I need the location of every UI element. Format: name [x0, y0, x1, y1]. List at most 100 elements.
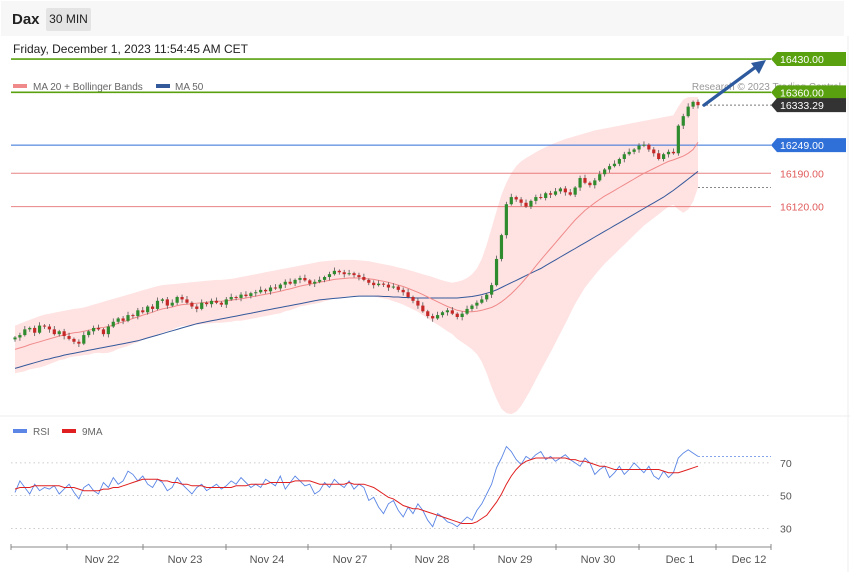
level-label-text: 16120.00	[780, 202, 824, 214]
candle	[391, 283, 395, 289]
candle	[239, 292, 243, 302]
rsi-tick-label: 50	[780, 491, 792, 503]
candle	[637, 143, 641, 153]
candle-body	[662, 154, 666, 159]
candle	[396, 285, 400, 293]
candle-layer	[13, 99, 700, 347]
candle-body	[42, 325, 47, 327]
candle-body	[431, 316, 435, 319]
candle-body	[146, 306, 150, 313]
candle-body	[391, 286, 395, 288]
candle	[509, 193, 513, 206]
candle-body	[308, 280, 312, 284]
candle-body	[77, 341, 81, 344]
candle-body	[155, 300, 160, 309]
candle	[298, 275, 302, 284]
candle	[534, 194, 538, 205]
toolbar: Dax 30 MIN	[1, 1, 844, 36]
candle	[603, 168, 607, 177]
candle	[475, 300, 479, 309]
candle-body	[381, 283, 386, 285]
candle-body	[386, 284, 391, 288]
candle	[490, 282, 494, 298]
candle	[529, 199, 533, 209]
candle-body	[470, 305, 474, 309]
ma50-line	[14, 171, 699, 369]
research-credit: Research © 2023 Trading Central	[692, 82, 841, 93]
candle-body	[583, 178, 587, 183]
candle-body	[563, 188, 567, 193]
candle	[72, 337, 76, 345]
x-axis-label: Nov 28	[415, 554, 450, 566]
candle-body	[539, 197, 543, 199]
candle-body	[421, 305, 425, 312]
candle	[170, 299, 174, 308]
candle-body	[593, 180, 597, 186]
candle	[691, 100, 695, 110]
level-label-text: 16333.29	[780, 100, 824, 112]
candle-body	[293, 279, 297, 284]
symbol-label: Dax	[12, 11, 40, 28]
candle	[352, 271, 356, 278]
candle-body	[607, 166, 612, 170]
candle-body	[180, 297, 184, 300]
candle	[322, 275, 327, 283]
candle-body	[165, 299, 169, 306]
candle	[548, 190, 553, 199]
candle-body	[37, 325, 42, 333]
candle	[666, 149, 671, 158]
candle	[372, 280, 376, 289]
candle-body	[57, 331, 61, 335]
candle-body	[617, 158, 621, 164]
candle-body	[509, 197, 513, 205]
candle	[573, 186, 577, 198]
candle-body	[573, 187, 577, 195]
bollinger-band-layer	[15, 97, 698, 415]
candle	[450, 307, 454, 316]
candle-body	[101, 329, 106, 335]
candle-body	[229, 297, 233, 300]
candle-body	[185, 299, 189, 303]
candle-body	[33, 327, 37, 333]
candle-body	[553, 191, 558, 195]
candle	[219, 301, 223, 308]
candle-body	[106, 326, 110, 335]
candle-body	[632, 149, 636, 152]
candle-body	[190, 302, 194, 307]
candle	[82, 331, 86, 346]
candle-body	[219, 302, 223, 305]
candle	[499, 233, 504, 262]
timeframe-button[interactable]: 30 MIN	[46, 8, 91, 31]
candle-body	[92, 327, 96, 332]
candle	[67, 332, 71, 341]
candle-body	[96, 327, 101, 330]
candle	[126, 311, 130, 323]
candle	[465, 305, 469, 316]
x-axis-label: Dec 1	[666, 554, 695, 566]
candle-body	[150, 306, 155, 309]
candle	[293, 278, 297, 287]
candle-body	[283, 281, 287, 285]
candle-body	[347, 273, 351, 275]
candle	[583, 174, 587, 185]
candle	[160, 297, 165, 304]
candle	[652, 147, 656, 157]
candle	[234, 295, 238, 301]
candle	[357, 272, 361, 281]
candle-body	[426, 311, 430, 317]
candle	[249, 291, 253, 299]
candle	[598, 170, 602, 182]
candle-body	[13, 337, 17, 340]
candle-body	[485, 294, 489, 300]
candle-body	[691, 101, 695, 107]
candle-body	[416, 300, 420, 306]
candle	[209, 298, 214, 308]
candle	[455, 312, 459, 320]
ma20-legend-swatch	[13, 84, 27, 88]
candle-body	[647, 144, 651, 150]
candle	[553, 188, 558, 197]
level-label-box	[771, 138, 846, 153]
candle-body	[357, 275, 361, 278]
candle-body	[313, 281, 317, 284]
